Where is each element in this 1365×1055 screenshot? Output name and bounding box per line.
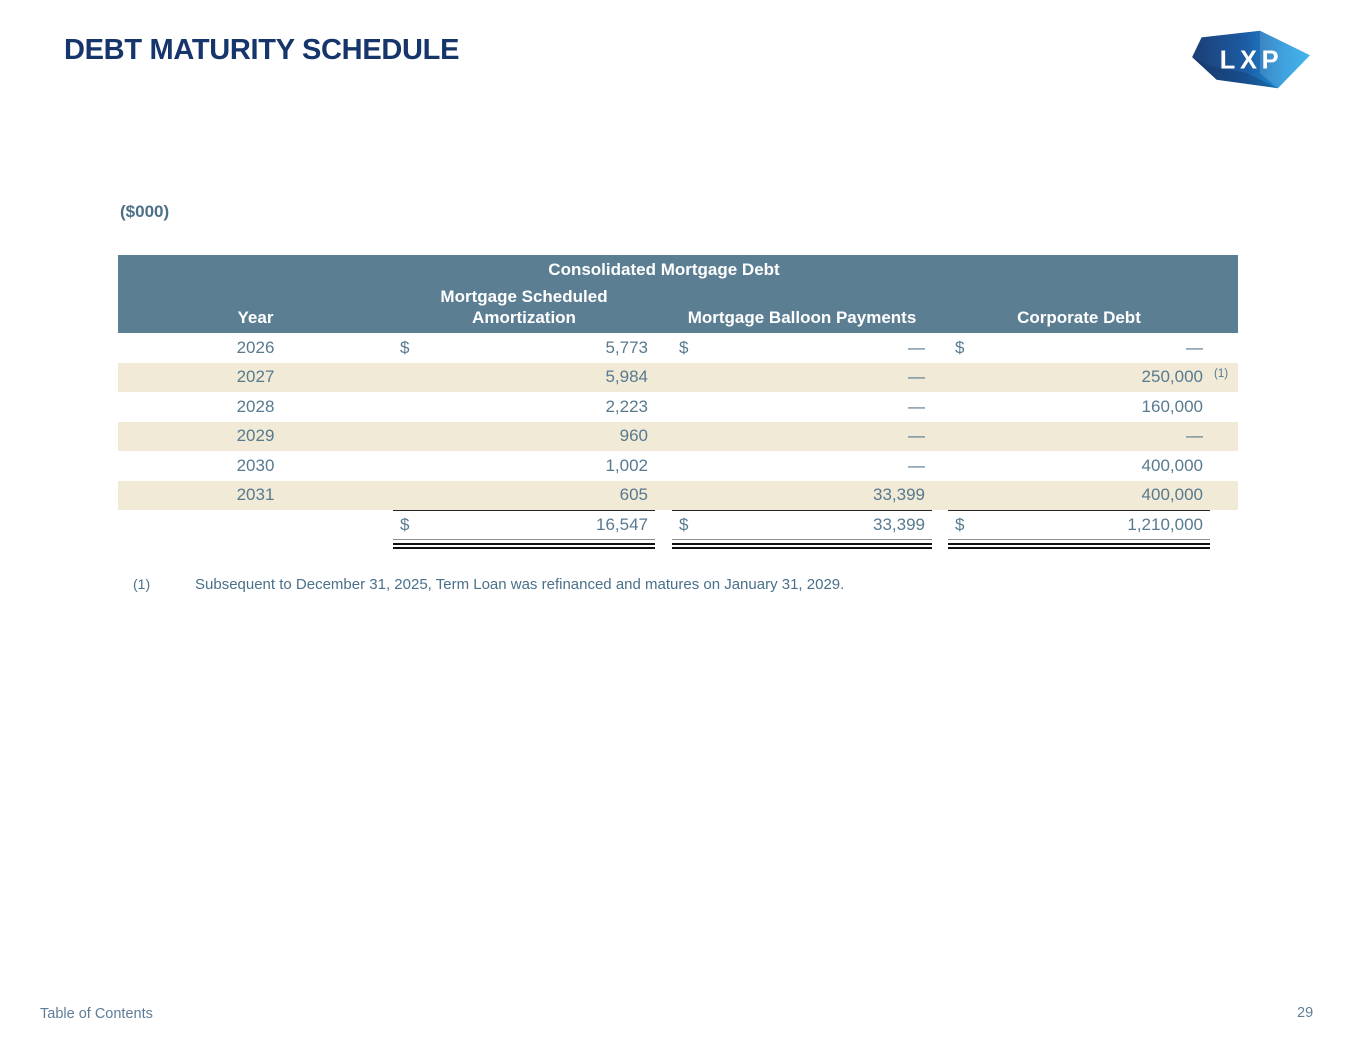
footnote: (1) Subsequent to December 31, 2025, Ter… [133,576,844,593]
column-header-balloon: Mortgage Balloon Payments [687,307,917,327]
amount: 5,984 [605,367,648,387]
cell-corporate: — [948,422,1210,452]
amount: 605 [619,485,648,505]
debt-maturity-table: Consolidated Mortgage Debt Year Mortgage… [118,255,1238,555]
amount: — [908,455,925,475]
total-balloon: $ 33,399 [672,510,932,540]
group-header-row: Consolidated Mortgage Debt [118,255,1238,285]
column-header-year: Year [237,307,274,327]
cell-balloon: — [672,392,932,422]
cell-amortization: 960 [393,422,655,452]
cell-amortization: 5,984 [393,363,655,393]
logo-letters: LXP [1220,46,1284,74]
cell-corporate: 250,000 [948,363,1210,393]
cell-balloon: $ — [672,333,932,363]
cell-balloon: — [672,363,932,393]
cell-corporate: 400,000 [948,451,1210,481]
cell-balloon: 33,399 [672,481,932,511]
amount: 400,000 [1141,455,1203,475]
amount: 1,002 [605,455,648,475]
units-label: ($000) [120,202,170,221]
cell-year: 2026 [236,337,275,357]
cell-year: 2027 [236,367,275,387]
amount: — [1186,426,1203,446]
column-header-row: Year Mortgage Scheduled Amortization Mor… [118,285,1238,333]
footnote-marker: (1) [133,576,151,592]
amount: 2,223 [605,396,648,416]
cell-corporate: 160,000 [948,392,1210,422]
amount: — [908,426,925,446]
table-of-contents-link[interactable]: Table of Contents [40,1006,153,1022]
table-row: 2030 1,002 — 400,000 [118,451,1238,481]
cell-year: 2028 [236,396,275,416]
table-row: 2027 5,984 — 250,000 (1) [118,362,1238,393]
column-header-corporate: Corporate Debt [1017,307,1141,327]
cell-balloon: — [672,451,932,481]
lxp-logo: LXP [1192,30,1310,89]
column-header-amortization: Mortgage Scheduled Amortization [440,287,608,327]
footnote-marker-cell [1210,392,1238,397]
table-header: Consolidated Mortgage Debt Year Mortgage… [118,255,1238,333]
amount: 1,210,000 [1127,515,1203,534]
logo-hexagon [1192,30,1310,89]
amount: 160,000 [1141,396,1203,416]
page-number: 29 [1297,1005,1314,1021]
footnote-marker-cell [1210,451,1238,456]
double-rule [948,543,1210,549]
double-rule [393,543,655,549]
currency-sign: $ [679,515,689,534]
cell-year: 2030 [236,455,275,475]
currency-sign: $ [400,515,410,534]
footnote-text: Subsequent to December 31, 2025, Term Lo… [195,576,845,593]
currency-sign: $ [400,337,410,357]
amount: 33,399 [873,485,925,505]
table-row: 2026 $ 5,773 $ — $ — [118,333,1238,363]
logo-top-facet [1260,30,1310,89]
footnote-marker-cell: (1) [1214,367,1229,380]
table-body: 2026 $ 5,773 $ — $ — 2027 [118,333,1238,555]
amount: 33,399 [873,515,925,534]
amount: — [908,396,925,416]
amount: — [1186,337,1203,357]
cell-corporate: 400,000 [948,481,1210,511]
amount: 400,000 [1141,485,1203,505]
cell-amortization: 605 [393,481,655,511]
table-total-row: $ 16,547 $ 33,399 $ 1,210,000 [118,510,1238,540]
total-corporate: $ 1,210,000 [948,510,1210,540]
logo-bottom-facet [1192,57,1278,89]
footnote-marker-cell [1210,481,1238,486]
group-header-title: Consolidated Mortgage Debt [548,260,780,279]
double-rule-row [118,543,1238,555]
currency-sign: $ [955,515,965,534]
double-rule [672,543,932,549]
amount: 960 [619,426,648,446]
currency-sign: $ [679,337,689,357]
total-amortization: $ 16,547 [393,510,655,540]
footnote-marker-cell [1210,333,1238,338]
cell-year: 2029 [236,426,275,446]
cell-amortization: $ 5,773 [393,333,655,363]
table-row: 2029 960 — — [118,421,1238,452]
cell-amortization: 2,223 [393,392,655,422]
page-title: DEBT MATURITY SCHEDULE [64,34,460,66]
amount: — [908,367,925,387]
amount: — [908,337,925,357]
cell-balloon: — [672,422,932,452]
footnote-marker-cell [1210,422,1238,427]
table-row: 2031 605 33,399 400,000 [118,480,1238,511]
cell-year: 2031 [236,485,275,505]
table-row: 2028 2,223 — 160,000 [118,392,1238,422]
amount: 250,000 [1141,367,1203,387]
cell-amortization: 1,002 [393,451,655,481]
amount: 16,547 [596,515,648,534]
currency-sign: $ [955,337,965,357]
amount: 5,773 [605,337,648,357]
cell-corporate: $ — [948,333,1210,363]
